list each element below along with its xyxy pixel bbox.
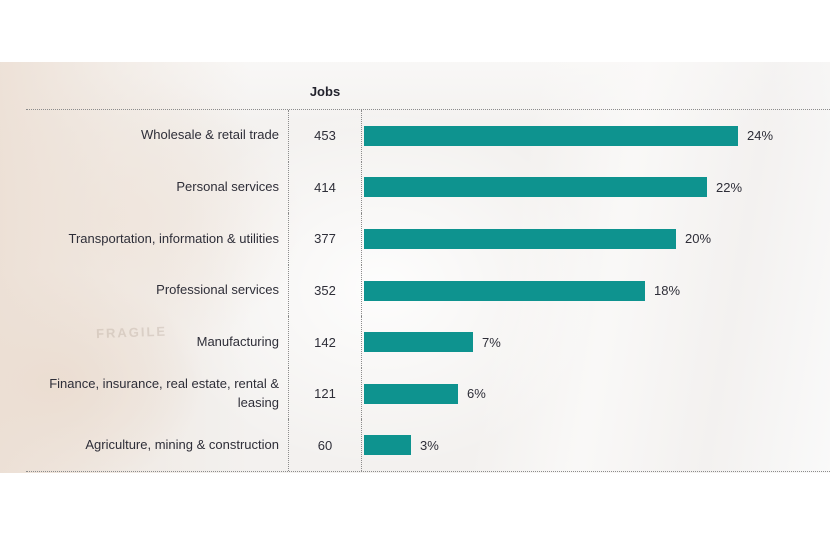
jobs-value: 453 xyxy=(289,110,362,162)
category-label: Personal services xyxy=(26,161,289,214)
chart-row: Agriculture, mining & construction 60 3% xyxy=(26,419,830,472)
bar-cell: 3% xyxy=(362,435,830,456)
bar-cell: 24% xyxy=(362,125,830,146)
bar-cell: 20% xyxy=(362,228,830,249)
bar xyxy=(364,280,645,301)
bar-cell: 6% xyxy=(362,383,830,404)
bar-cell: 18% xyxy=(362,280,830,301)
bar xyxy=(364,125,738,146)
jobs-value: 414 xyxy=(289,161,362,214)
chart-row: Professional services 352 18% xyxy=(26,264,830,317)
category-label: Professional services xyxy=(26,264,289,317)
jobs-value: 352 xyxy=(289,264,362,317)
chart-row: Personal services 414 22% xyxy=(26,161,830,214)
bar xyxy=(364,435,411,456)
category-label: Transportation, information & utilities xyxy=(26,213,289,265)
percent-label: 3% xyxy=(420,437,439,453)
chart-row: Wholesale & retail trade 453 24% xyxy=(26,110,830,162)
percent-label: 22% xyxy=(716,179,743,195)
chart-row: Transportation, information & utilities 3… xyxy=(26,213,830,265)
bar-cell: 22% xyxy=(362,177,830,198)
bar-cell: 7% xyxy=(362,332,830,353)
bar xyxy=(364,228,676,249)
percent-label: 6% xyxy=(467,386,486,402)
percent-label: 18% xyxy=(654,283,681,299)
jobs-value: 60 xyxy=(289,419,362,472)
category-label: Finance, insurance, real estate, rental … xyxy=(26,367,289,420)
percent-label: 7% xyxy=(482,334,501,350)
bar-chart: Wholesale & retail trade 453 24% Personal s… xyxy=(26,109,830,472)
chart-row: Manufacturing 142 7% xyxy=(26,316,830,368)
percent-label: 24% xyxy=(747,128,774,144)
bar xyxy=(364,332,473,353)
jobs-column-header: Jobs xyxy=(309,84,341,99)
jobs-value: 121 xyxy=(289,367,362,420)
category-label: Agriculture, mining & construction xyxy=(26,419,289,472)
jobs-value: 377 xyxy=(289,213,362,265)
percent-label: 20% xyxy=(685,231,712,247)
category-label: Wholesale & retail trade xyxy=(26,110,289,162)
chart-row: Finance, insurance, real estate, rental … xyxy=(26,367,830,420)
bar xyxy=(364,177,707,198)
category-label: Manufacturing xyxy=(26,316,289,368)
bar xyxy=(364,383,458,404)
jobs-value: 142 xyxy=(289,316,362,368)
